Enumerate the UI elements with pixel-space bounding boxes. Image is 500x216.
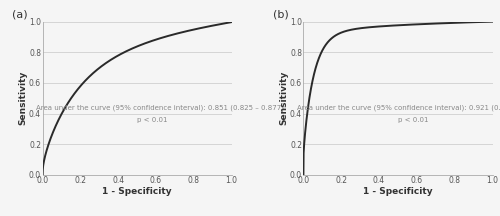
Text: Area under the curve (95% confidence interval): 0.921 (0.899 – 0.943): Area under the curve (95% confidence int… xyxy=(296,104,500,111)
Text: Area under the curve (95% confidence interval): 0.851 (0.825 – 0.877): Area under the curve (95% confidence int… xyxy=(36,104,284,111)
Text: p < 0.01: p < 0.01 xyxy=(137,117,168,123)
X-axis label: 1 - Specificity: 1 - Specificity xyxy=(363,187,433,196)
Text: p < 0.01: p < 0.01 xyxy=(398,117,428,123)
Y-axis label: Sensitivity: Sensitivity xyxy=(18,71,28,125)
Text: (a): (a) xyxy=(12,9,28,19)
X-axis label: 1 - Specificity: 1 - Specificity xyxy=(102,187,172,196)
Text: (b): (b) xyxy=(273,9,289,19)
Y-axis label: Sensitivity: Sensitivity xyxy=(280,71,288,125)
